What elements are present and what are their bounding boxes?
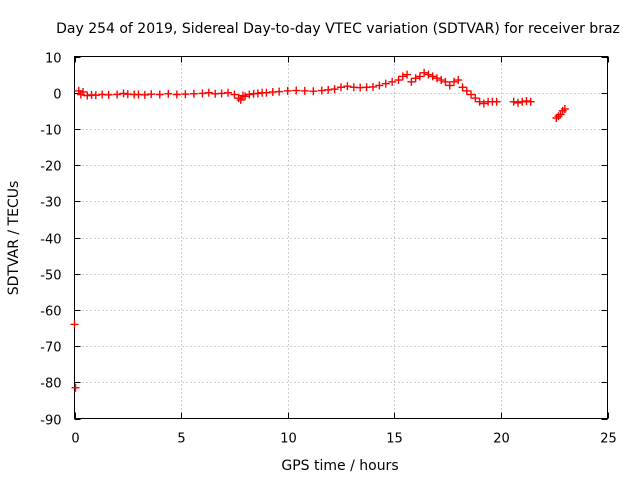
data-point: [424, 70, 433, 79]
y-tick-label: -40: [40, 233, 61, 248]
x-tick-label: 25: [600, 432, 617, 447]
data-point: [420, 68, 429, 77]
y-tick-label: -60: [40, 305, 61, 320]
axis-ticks: [74, 56, 609, 420]
data-point: [526, 97, 535, 106]
data-point: [204, 88, 213, 97]
y-tick-label: -70: [40, 341, 61, 356]
data-point: [198, 89, 207, 98]
y-tick-label: 0: [53, 88, 61, 103]
data-point: [245, 90, 254, 99]
x-tick-label: 0: [71, 432, 79, 447]
data-point: [509, 97, 518, 106]
data-point: [560, 104, 569, 113]
data-point: [324, 85, 333, 94]
data-point: [275, 87, 284, 96]
data-point: [119, 89, 128, 98]
data-point: [403, 70, 412, 79]
data-point: [471, 94, 480, 103]
chart-title: Day 254 of 2019, Sidereal Day-to-day VTE…: [56, 21, 620, 37]
data-point: [189, 89, 198, 98]
data-point: [79, 87, 88, 96]
data-point: [375, 81, 384, 90]
y-tick-label: 10: [45, 52, 62, 67]
y-tick-label: -50: [40, 269, 61, 284]
data-point: [467, 90, 476, 99]
data-point: [454, 76, 463, 85]
data-point: [83, 91, 92, 100]
x-tick-label: 5: [177, 432, 185, 447]
y-tick-label: -90: [40, 414, 61, 429]
data-point: [518, 97, 527, 106]
y-tick-label: -30: [40, 196, 61, 211]
data-point: [253, 89, 262, 98]
data-point: [164, 89, 173, 98]
data-point: [236, 95, 245, 104]
data-points: [70, 68, 569, 392]
x-tick-labels: 0 5 10 15 20 25: [71, 432, 616, 447]
data-point: [415, 72, 424, 81]
data-point: [262, 88, 271, 97]
data-point: [445, 81, 454, 90]
y-axis-title: SDTVAR / TECUs: [6, 181, 22, 296]
data-point: [70, 320, 79, 329]
data-point: [172, 90, 181, 99]
data-point: [479, 99, 488, 108]
data-point: [224, 88, 233, 97]
data-point: [230, 90, 239, 99]
x-tick-label: 10: [280, 432, 297, 447]
grid: [74, 56, 608, 419]
data-point: [449, 77, 458, 86]
data-point: [462, 86, 471, 95]
data-point: [343, 82, 352, 91]
data-point: [292, 86, 301, 95]
data-point: [155, 90, 164, 99]
data-point: [437, 76, 446, 85]
data-point: [181, 90, 190, 99]
data-point: [217, 89, 226, 98]
data-point: [104, 90, 113, 99]
y-tick-label: -80: [40, 377, 61, 392]
x-tick-label: 20: [493, 432, 510, 447]
data-point: [368, 82, 377, 91]
y-tick-label: -10: [40, 124, 61, 139]
data-point: [71, 383, 80, 392]
data-point: [475, 97, 484, 106]
data-point: [147, 90, 156, 99]
data-point: [381, 79, 390, 88]
data-point: [428, 72, 437, 81]
data-point: [330, 85, 339, 94]
data-point: [492, 97, 501, 106]
data-point: [394, 76, 403, 85]
data-point: [283, 86, 292, 95]
data-point: [309, 87, 318, 96]
data-point: [317, 86, 326, 95]
data-point: [458, 83, 467, 92]
data-point: [300, 86, 309, 95]
data-point: [337, 83, 345, 92]
data-point: [241, 92, 250, 101]
data-point: [140, 90, 149, 99]
data-point: [91, 91, 100, 100]
data-point: [513, 98, 522, 107]
plot-frame: [74, 56, 608, 419]
data-point: [432, 74, 441, 83]
data-point: [411, 74, 420, 83]
data-point: [113, 90, 122, 99]
data-point: [522, 97, 531, 106]
x-tick-label: 15: [386, 432, 403, 447]
data-point: [441, 77, 450, 86]
y-tick-label: -20: [40, 160, 61, 175]
y-tick-labels: 10 0 -10 -20 -30 -40 -50 -60 -70 -80 -90: [40, 52, 61, 429]
data-point: [388, 77, 397, 86]
data-point: [407, 77, 416, 86]
data-point: [398, 72, 407, 81]
x-axis-title: GPS time / hours: [281, 458, 398, 474]
